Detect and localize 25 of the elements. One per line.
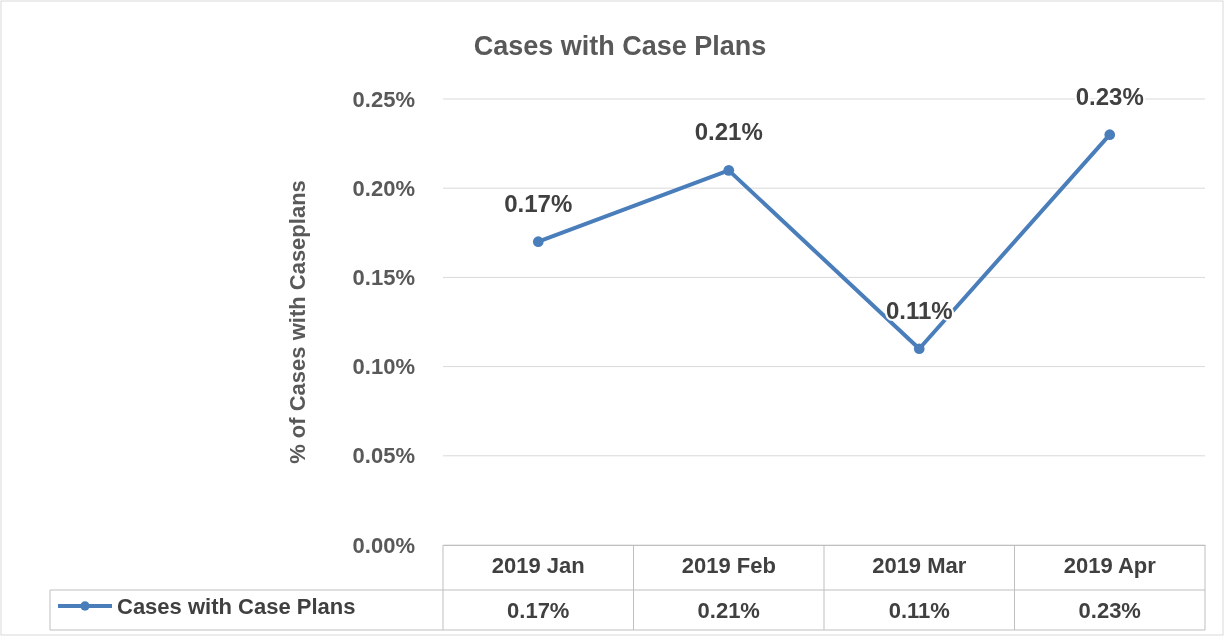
data-label: 0.17%	[507, 598, 570, 623]
x-tick-label: 2019 Jan	[491, 552, 585, 578]
y-tick-label: 0.05%	[352, 443, 415, 469]
y-tick-label: 0.10%	[352, 354, 415, 380]
data-label: 0.21%	[697, 598, 760, 623]
point	[723, 165, 735, 176]
point	[532, 236, 544, 248]
y-tick-label: 0.25%	[352, 86, 415, 112]
y-tick-label: 0.00%	[352, 532, 415, 558]
x-tick-label: 2019 Apr	[1063, 552, 1157, 578]
text: 0.17%	[504, 189, 573, 217]
text: 0.23%	[1075, 82, 1144, 110]
chart-title: Cases with Case Plans	[473, 31, 767, 61]
y-tick-label: 0.15%	[352, 264, 415, 290]
legend-label: Cases with Case Plans	[117, 594, 356, 619]
y-tick-label: 0.20%	[352, 175, 415, 201]
text: 0.21%	[694, 118, 763, 146]
data-label: 0.23%	[1078, 598, 1141, 623]
data-label: 0.11%	[888, 598, 950, 623]
point	[1104, 129, 1116, 141]
text: 0.11%	[885, 296, 953, 324]
y-axis-title: % of Cases with Caseplans	[285, 180, 310, 464]
x-tick-label: 2019 Mar	[872, 552, 967, 578]
x-tick-label: 2019 Feb	[681, 552, 776, 578]
point	[913, 343, 925, 355]
